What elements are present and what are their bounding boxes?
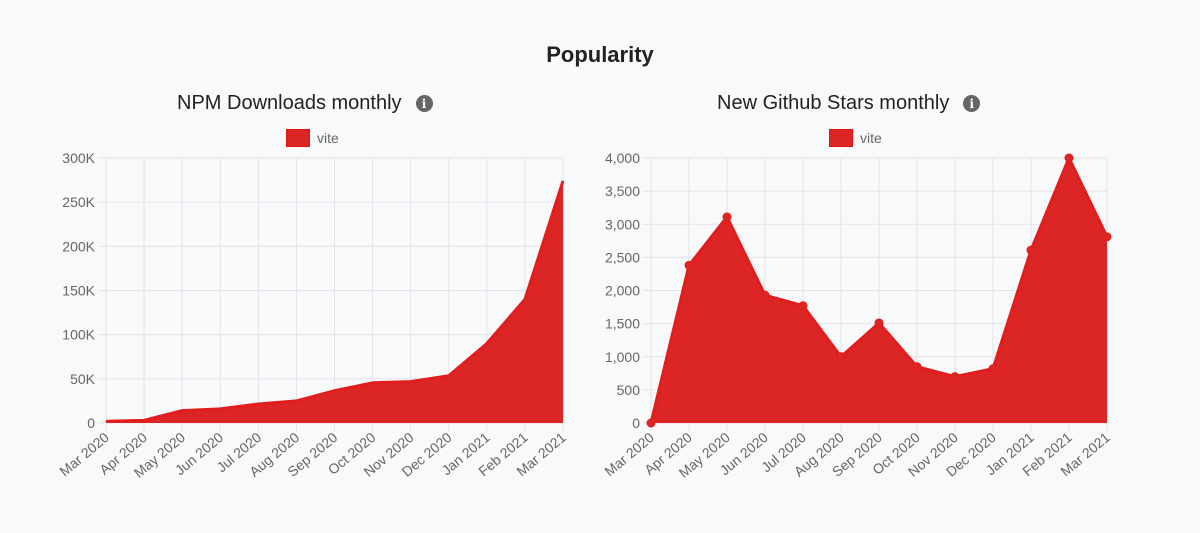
y-tick-label: 1,500 bbox=[605, 316, 640, 332]
page-title: Popularity bbox=[546, 42, 654, 67]
y-tick-label: 0 bbox=[87, 415, 95, 431]
data-point bbox=[1026, 245, 1036, 255]
info-icon[interactable]: i bbox=[963, 95, 981, 112]
data-point bbox=[684, 260, 694, 270]
chart-title-text: NPM Downloads monthly bbox=[177, 92, 402, 114]
y-tick-label: 3,000 bbox=[605, 216, 640, 232]
info-icon[interactable]: i bbox=[415, 95, 433, 112]
series-area-vite bbox=[106, 180, 563, 423]
series-line-vite bbox=[105, 180, 565, 423]
y-tick-label: 150K bbox=[62, 283, 95, 299]
legend-swatch bbox=[286, 129, 310, 147]
data-point bbox=[874, 318, 884, 328]
data-point bbox=[988, 364, 998, 374]
data-point bbox=[912, 362, 922, 372]
github-stars-legend[interactable]: vite bbox=[829, 129, 882, 147]
y-tick-label: 2,000 bbox=[605, 283, 640, 299]
y-tick-label: 200K bbox=[62, 238, 95, 254]
y-tick-label: 4,000 bbox=[605, 150, 640, 166]
y-tick-label: 50K bbox=[70, 371, 96, 387]
y-tick-label: 500 bbox=[617, 382, 641, 398]
y-tick-label: 300K bbox=[62, 150, 95, 166]
data-point bbox=[950, 372, 960, 382]
legend-swatch bbox=[829, 129, 853, 147]
y-tick-label: 2,500 bbox=[605, 249, 640, 265]
chart-title-text: New Github Stars monthly bbox=[717, 92, 950, 114]
data-point bbox=[1102, 232, 1112, 242]
data-point bbox=[836, 352, 846, 362]
y-tick-label: 0 bbox=[632, 415, 640, 431]
data-point bbox=[1064, 153, 1074, 163]
data-point bbox=[760, 290, 770, 300]
npm-downloads-legend[interactable]: vite bbox=[286, 129, 339, 147]
y-tick-label: 100K bbox=[62, 327, 95, 343]
data-point bbox=[798, 301, 808, 311]
y-tick-label: 250K bbox=[62, 194, 95, 210]
data-point bbox=[722, 212, 732, 222]
github-stars-chart-title: New Github Stars monthly i bbox=[717, 92, 981, 115]
y-tick-label: 3,500 bbox=[605, 183, 640, 199]
legend-label: vite bbox=[317, 130, 339, 146]
series-area-vite bbox=[651, 158, 1107, 423]
y-tick-label: 1,000 bbox=[605, 349, 640, 365]
legend-label: vite bbox=[860, 130, 882, 146]
npm-downloads-chart-title: NPM Downloads monthly i bbox=[177, 92, 433, 115]
data-point bbox=[646, 418, 656, 428]
